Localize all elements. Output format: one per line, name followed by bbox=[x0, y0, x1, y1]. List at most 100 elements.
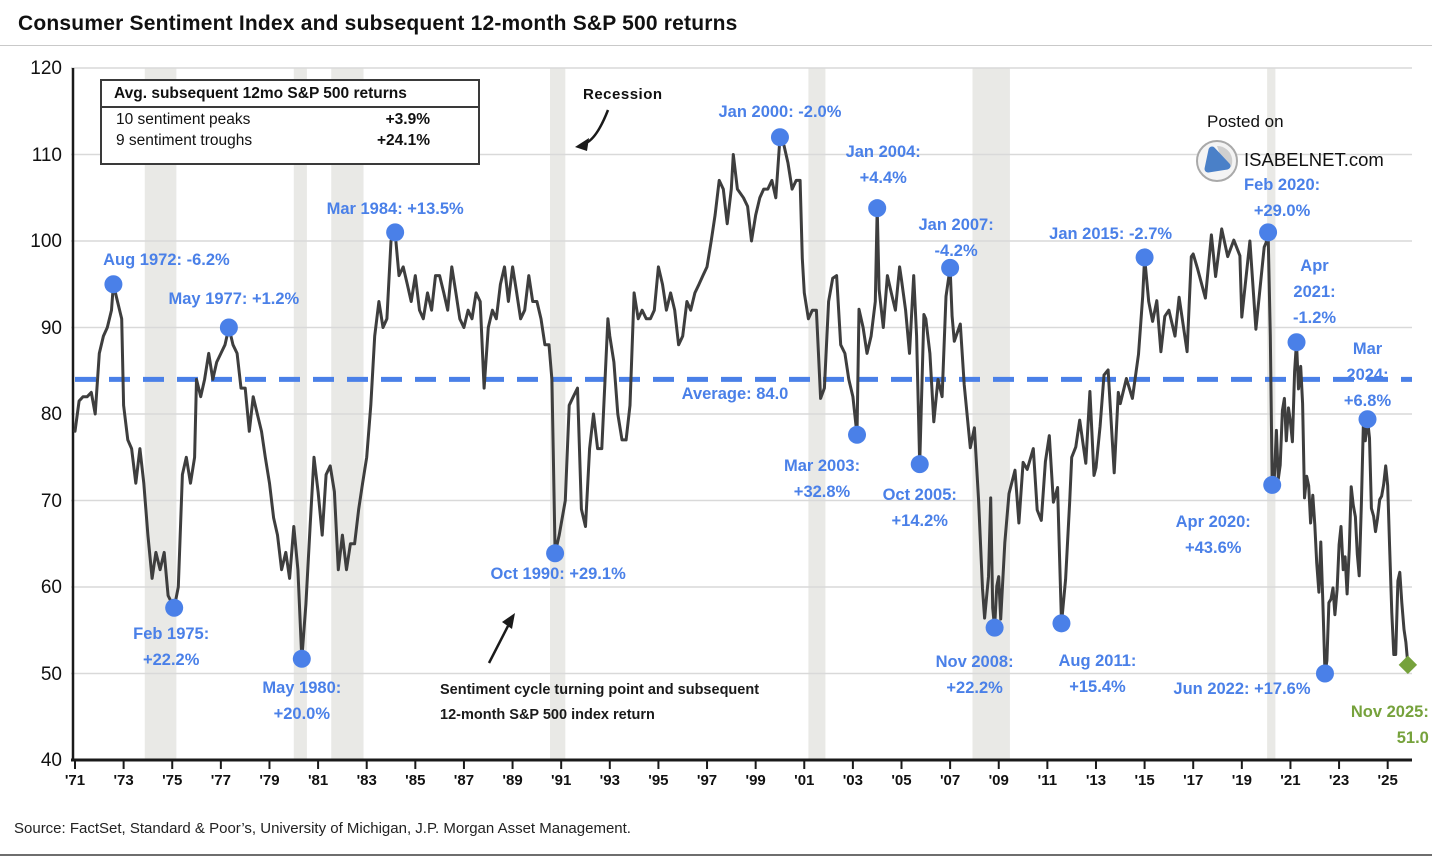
annotation-peak-jan-2007: Jan 2007: -4.2% bbox=[918, 215, 994, 260]
annotation-peak-jan-2004: Jan 2004: +4.4% bbox=[845, 143, 921, 188]
annotation-trough-nov-2008: Nov 2008: +22.2% bbox=[935, 652, 1014, 697]
watermark-site-name: ISABELNET.com bbox=[1244, 149, 1384, 170]
page-title: Consumer Sentiment Index and subsequent … bbox=[18, 12, 738, 35]
x-tick-label-1981: '81 bbox=[307, 772, 329, 789]
x-tick-label-1987: '87 bbox=[453, 772, 475, 789]
legend-row-peaks: 10 sentiment peaks +3.9% bbox=[102, 108, 478, 129]
x-tick-label-2019: '19 bbox=[1231, 772, 1252, 789]
average-line-label: Average: 84.0 bbox=[681, 385, 789, 403]
x-tick-label-1983: '83 bbox=[356, 772, 377, 789]
isabelnet-logo-swirl bbox=[1217, 145, 1233, 167]
x-tick-label-1993: '93 bbox=[599, 772, 620, 789]
turning-point-note-line1: Sentiment cycle turning point and subseq… bbox=[440, 682, 760, 698]
marker-dot-peak-jan-2004 bbox=[868, 199, 887, 218]
annotation-peak-aug-1972: Aug 1972: -6.2% bbox=[103, 251, 230, 270]
x-tick-label-1979: '79 bbox=[259, 772, 280, 789]
legend-peaks-value: +3.9% bbox=[385, 111, 430, 128]
annotation-peak-mar-2024: Mar 2024: +6.8% bbox=[1343, 340, 1392, 411]
annotation-current-nov-2025: Nov 2025: 51.0 bbox=[1350, 702, 1429, 747]
legend-troughs-value: +24.1% bbox=[376, 132, 430, 149]
watermark-posted-on: Posted on bbox=[1207, 112, 1284, 131]
legend-row-troughs: 9 sentiment troughs +24.1% bbox=[102, 129, 478, 150]
y-tick-label-80: 80 bbox=[40, 404, 62, 425]
isabelnet-logo-mark bbox=[1204, 146, 1231, 173]
annotation-peak-feb-2020: Feb 2020: +29.0% bbox=[1244, 176, 1321, 221]
x-tick-label-2009: '09 bbox=[988, 772, 1009, 789]
annotation-peak-mar-1984: Mar 1984: +13.5% bbox=[326, 200, 464, 219]
x-tick-label-2023: '23 bbox=[1328, 772, 1350, 789]
y-tick-label-70: 70 bbox=[40, 490, 62, 512]
note-arrow-head bbox=[502, 613, 515, 629]
x-tick-label-1973: '73 bbox=[113, 772, 134, 789]
marker-dot-peak-may-1977 bbox=[219, 318, 238, 337]
marker-dot-peak-jan-2007 bbox=[941, 258, 960, 277]
x-tick-label-2025: '25 bbox=[1377, 772, 1398, 789]
marker-dot-trough-oct-1990 bbox=[546, 544, 565, 563]
x-tick-label-1995: '95 bbox=[648, 772, 669, 789]
y-tick-label-90: 90 bbox=[40, 317, 62, 339]
y-tick-label-40: 40 bbox=[40, 750, 62, 771]
marker-dot-peak-jan-2000 bbox=[770, 128, 789, 147]
x-tick-label-2017: '17 bbox=[1183, 772, 1204, 789]
x-tick-label-1971: '71 bbox=[64, 772, 86, 789]
x-tick-label-1989: '89 bbox=[502, 772, 523, 789]
x-tick-label-1991: '91 bbox=[551, 772, 572, 789]
y-tick-label-60: 60 bbox=[40, 577, 62, 598]
x-tick-label-2001: '01 bbox=[794, 772, 815, 789]
marker-dot-trough-mar-2003 bbox=[848, 425, 867, 444]
annotation-peak-apr-2021: Apr 2021: -1.2% bbox=[1292, 257, 1337, 328]
x-tick-label-1975: '75 bbox=[162, 772, 183, 789]
marker-dot-trough-jun-2022 bbox=[1315, 664, 1334, 683]
x-tick-label-2015: '15 bbox=[1134, 772, 1155, 789]
marker-dot-trough-apr-2020 bbox=[1263, 475, 1282, 494]
x-tick-label-2005: '05 bbox=[891, 772, 912, 789]
x-tick-label-2013: '13 bbox=[1085, 772, 1107, 789]
marker-dot-peak-feb-2020 bbox=[1259, 223, 1278, 242]
turning-point-note: Sentiment cycle turning point and subseq… bbox=[440, 678, 759, 728]
annotation-trough-feb-1975: Feb 1975: +22.2% bbox=[133, 624, 210, 669]
marker-dot-trough-feb-1975 bbox=[165, 598, 184, 617]
title-divider bbox=[0, 45, 1432, 46]
annotation-trough-jun-2022: Jun 2022: +17.6% bbox=[1173, 679, 1311, 698]
y-tick-label-110: 110 bbox=[31, 144, 62, 166]
x-tick-label-1997: '97 bbox=[696, 772, 718, 789]
legend-peaks-label: 10 sentiment peaks bbox=[116, 111, 251, 128]
marker-dot-peak-mar-1984 bbox=[386, 223, 405, 242]
annotation-trough-mar-2003: Mar 2003: +32.8% bbox=[783, 456, 861, 501]
annotation-trough-aug-2011: Aug 2011: +15.4% bbox=[1058, 652, 1137, 697]
legend-title: Avg. subsequent 12mo S&P 500 returns bbox=[102, 81, 478, 108]
recession-label: Recession bbox=[583, 86, 663, 103]
annotation-peak-jan-2015: Jan 2015: -2.7% bbox=[1049, 225, 1173, 244]
note-arrow bbox=[487, 625, 510, 664]
recession-arrow bbox=[585, 109, 610, 145]
y-tick-label-120: 120 bbox=[30, 58, 62, 79]
marker-dot-peak-jan-2015 bbox=[1135, 248, 1154, 267]
sentiment-line bbox=[73, 135, 1410, 675]
annotation-trough-apr-2020: Apr 2020: +43.6% bbox=[1175, 512, 1251, 557]
marker-dot-peak-mar-2024 bbox=[1358, 410, 1377, 429]
y-tick-label-100: 100 bbox=[30, 231, 62, 252]
x-tick-label-1977: '77 bbox=[210, 772, 231, 789]
returns-legend-box: Avg. subsequent 12mo S&P 500 returns 10 … bbox=[100, 79, 480, 165]
x-tick-label-2011: '11 bbox=[1037, 772, 1058, 789]
annotation-trough-may-1980: May 1980: +20.0% bbox=[262, 678, 342, 723]
marker-diamond-current-nov-2025 bbox=[1398, 655, 1418, 675]
marker-dot-trough-may-1980 bbox=[292, 649, 311, 668]
legend-troughs-label: 9 sentiment troughs bbox=[116, 132, 253, 149]
annotation-trough-oct-1990: Oct 1990: +29.1% bbox=[490, 565, 626, 584]
marker-dot-peak-apr-2021 bbox=[1287, 333, 1306, 352]
marker-dot-trough-nov-2008 bbox=[985, 618, 1004, 637]
annotation-peak-jan-2000: Jan 2000: -2.0% bbox=[718, 103, 842, 122]
turning-point-note-line2: 12-month S&P 500 index return bbox=[440, 707, 655, 723]
annotation-trough-oct-2005: Oct 2005: +14.2% bbox=[882, 486, 957, 531]
x-tick-label-2007: '07 bbox=[939, 772, 961, 789]
x-tick-label-2003: '03 bbox=[842, 772, 864, 789]
marker-dot-trough-aug-2011 bbox=[1052, 614, 1071, 633]
annotation-peak-may-1977: May 1977: +1.2% bbox=[168, 289, 300, 308]
x-tick-label-1985: '85 bbox=[405, 772, 426, 789]
recession-arrow-head bbox=[575, 138, 589, 151]
bottom-divider bbox=[0, 854, 1432, 856]
y-tick-label-50: 50 bbox=[40, 663, 62, 685]
